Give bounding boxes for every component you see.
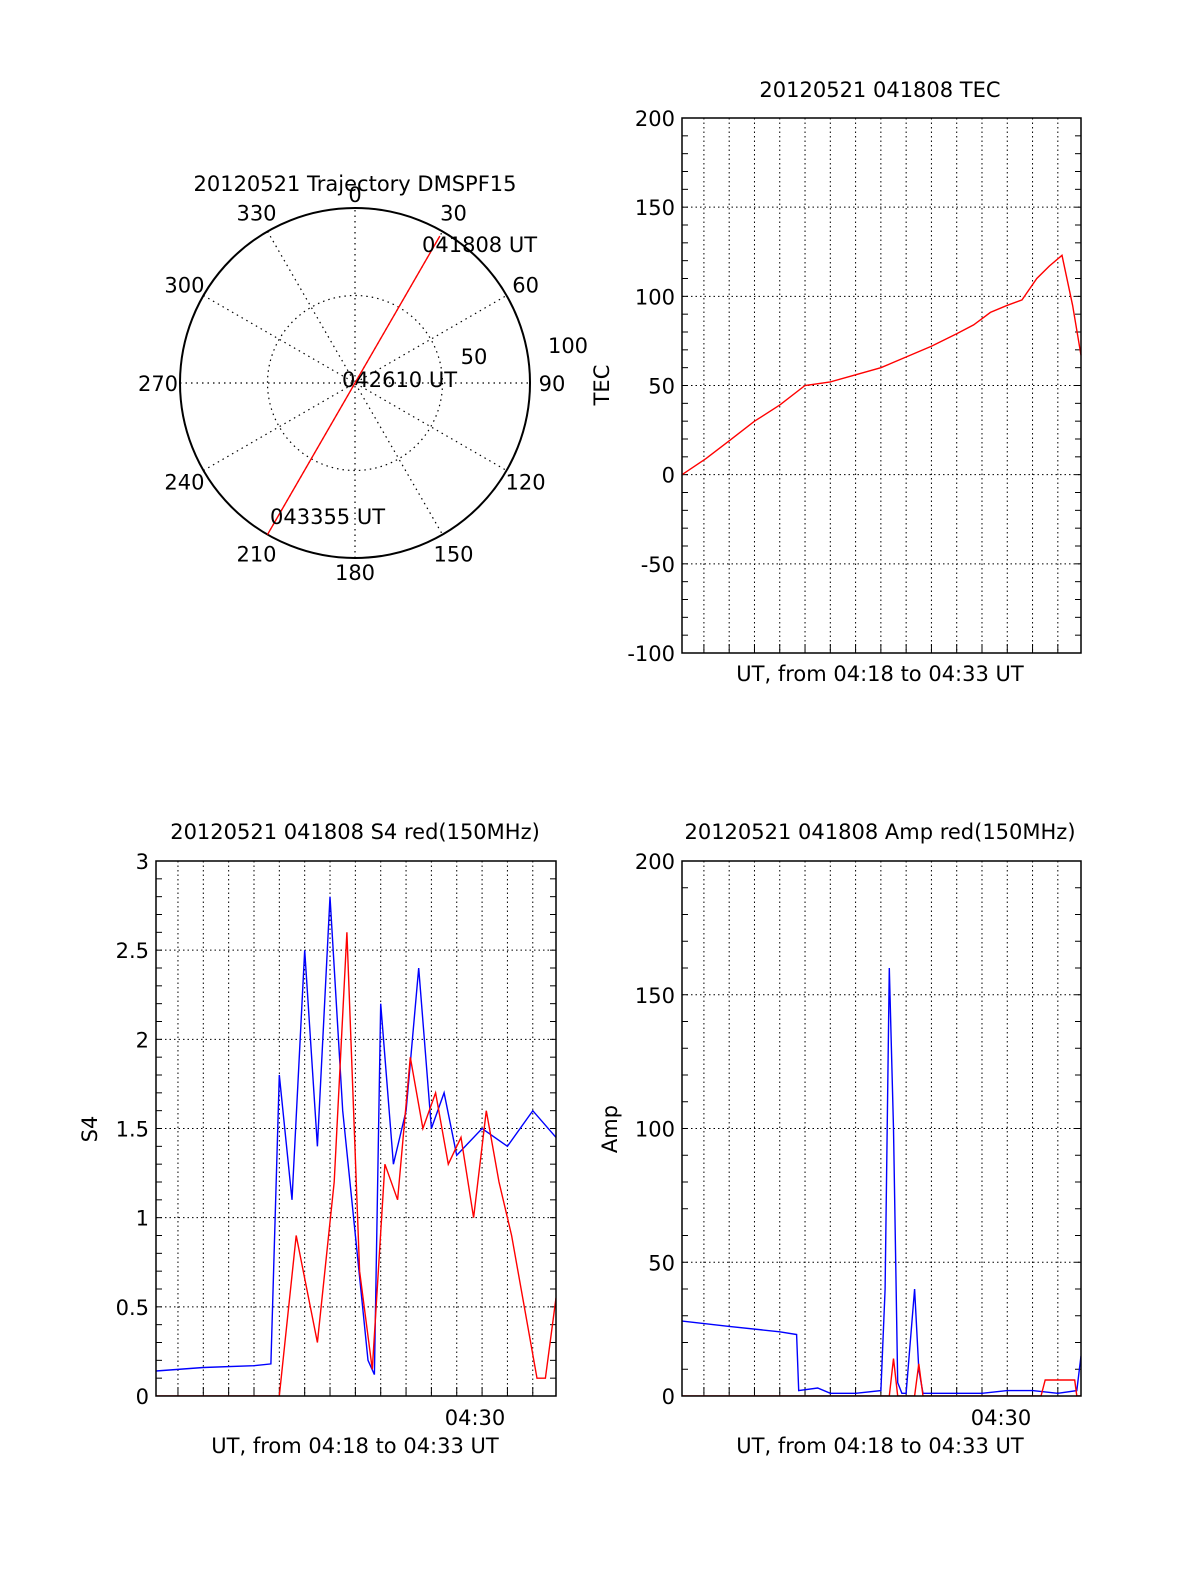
amp-y-tick-label: 150 bbox=[635, 984, 675, 1008]
s4-x-tick-label: 04:30 bbox=[445, 1406, 506, 1430]
polar-end-label: 043355 UT bbox=[270, 505, 385, 529]
amp-x-tick-label: 04:30 bbox=[971, 1406, 1032, 1430]
tec-panel: 20120521 041808 TEC -100-50050100150200 … bbox=[590, 78, 1082, 686]
tec-title: 20120521 041808 TEC bbox=[759, 78, 1000, 102]
s4-y-tick-label: 2 bbox=[136, 1028, 149, 1052]
polar-angle-label-0: 0 bbox=[348, 183, 361, 207]
amp-series-1-line bbox=[682, 1358, 1081, 1396]
polar-angle-label-210: 210 bbox=[236, 543, 276, 567]
amp-y-tick-label: 50 bbox=[648, 1251, 675, 1275]
polar-frame bbox=[179, 207, 531, 559]
polar-mid-label: 042610 UT bbox=[342, 368, 457, 392]
polar-angle-labels: 0 30 60 90 120 150 180 210 240 270 300 330 bbox=[138, 183, 565, 585]
tec-plot-frame bbox=[681, 117, 1082, 654]
amp-panel: 20120521 041808 Amp red(150MHz) 0 50 100 15… bbox=[598, 820, 1082, 1458]
polar-spoke-120 bbox=[203, 294, 507, 472]
polar-angle-label-90: 90 bbox=[539, 372, 566, 396]
tec-grid bbox=[682, 118, 1081, 653]
polar-radial-label-100: 100 bbox=[548, 334, 588, 358]
polar-radial-label-50: 50 bbox=[461, 345, 488, 369]
polar-angle-label-300: 300 bbox=[164, 274, 204, 298]
amp-y-tick-label: 200 bbox=[635, 850, 675, 874]
polar-panel: 20120521 Trajectory DMSPF15 0 30 60 90 120 15… bbox=[138, 172, 588, 585]
s4-y-tick-label: 2.5 bbox=[116, 939, 149, 963]
polar-angle-label-330: 330 bbox=[236, 201, 276, 225]
amp-x-axis-label: UT, from 04:18 to 04:33 UT bbox=[736, 1434, 1024, 1458]
tec-x-axis-label: UT, from 04:18 to 04:33 UT bbox=[736, 662, 1024, 686]
polar-angle-label-60: 60 bbox=[512, 274, 539, 298]
polar-angle-label-240: 240 bbox=[164, 471, 204, 495]
amp-series bbox=[682, 967, 1081, 1396]
s4-title: 20120521 041808 S4 red(150MHz) bbox=[170, 820, 540, 844]
s4-plot-frame bbox=[155, 860, 557, 1397]
tec-y-tick-label: 200 bbox=[635, 107, 675, 131]
polar-angle-label-30: 30 bbox=[440, 201, 467, 225]
amp-y-tick-labels: 0 50 100 150 200 bbox=[635, 850, 1081, 1409]
polar-title: 20120521 Trajectory DMSPF15 bbox=[193, 172, 516, 196]
polar-angle-label-180: 180 bbox=[335, 561, 375, 585]
polar-spoke-60 bbox=[203, 294, 507, 472]
s4-y-tick-label: 3 bbox=[136, 850, 149, 874]
s4-y-axis-label: S4 bbox=[78, 1116, 102, 1143]
polar-track-line bbox=[266, 235, 441, 535]
amp-plot-frame bbox=[681, 860, 1082, 1397]
amp-title: 20120521 041808 Amp red(150MHz) bbox=[684, 820, 1075, 844]
tec-y-tick-label: 50 bbox=[648, 375, 675, 399]
polar-angle-label-150: 150 bbox=[433, 543, 473, 567]
s4-series-1-line bbox=[156, 932, 556, 1396]
amp-grid bbox=[682, 861, 1081, 1396]
s4-y-tick-label: 0.5 bbox=[116, 1296, 149, 1320]
s4-y-tick-labels: 0 0.5 1 1.5 2 2.5 3 bbox=[116, 850, 556, 1409]
s4-y-tick-label: 1.5 bbox=[116, 1118, 149, 1142]
s4-y-tick-label: 0 bbox=[136, 1385, 149, 1409]
polar-angle-label-270: 270 bbox=[138, 372, 178, 396]
s4-grid bbox=[156, 861, 556, 1396]
tec-y-tick-labels: -100 -50 0 50 100 150 200 bbox=[627, 107, 1081, 666]
tec-y-tick-label: -100 bbox=[627, 642, 675, 666]
s4-y-tick-label: 1 bbox=[136, 1207, 149, 1231]
s4-panel: 20120521 041808 S4 red(150MHz) 0 0.5 1 1.5 2… bbox=[78, 820, 557, 1458]
tec-series bbox=[681, 254, 1082, 476]
polar-ring-50 bbox=[266, 294, 444, 472]
s4-plot-area bbox=[156, 896, 556, 1396]
amp-plot-area bbox=[682, 967, 1081, 1396]
tec-y-tick-label: -50 bbox=[641, 553, 675, 577]
s4-x-axis-label: UT, from 04:18 to 04:33 UT bbox=[211, 1434, 499, 1458]
amp-series-0-line bbox=[682, 967, 1081, 1395]
polar-start-label: 041808 UT bbox=[422, 233, 537, 257]
amp-y-tick-label: 0 bbox=[662, 1385, 675, 1409]
tec-y-tick-label: 0 bbox=[662, 464, 675, 488]
tec-y-axis-label: TEC bbox=[590, 365, 614, 407]
amp-y-axis-label: Amp bbox=[598, 1105, 622, 1153]
s4-series bbox=[156, 896, 556, 1396]
tec-y-tick-label: 100 bbox=[635, 285, 675, 309]
tec-y-tick-label: 150 bbox=[635, 196, 675, 220]
polar-angle-label-120: 120 bbox=[506, 471, 546, 495]
tec-series-0-line bbox=[681, 254, 1082, 476]
polar-spoke-150 bbox=[266, 231, 444, 535]
s4-series-0-line bbox=[156, 896, 556, 1375]
amp-y-tick-label: 100 bbox=[635, 1118, 675, 1142]
